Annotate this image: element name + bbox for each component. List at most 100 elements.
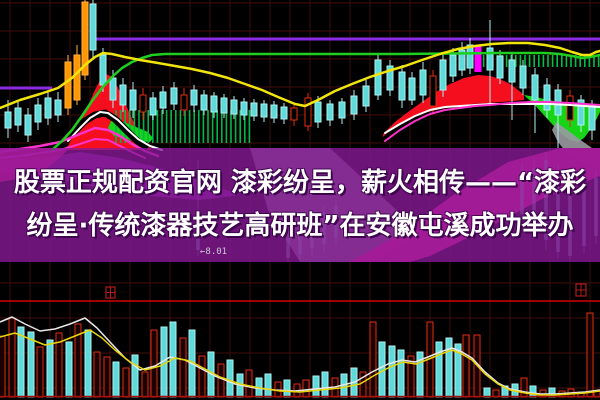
volume-bar — [435, 341, 443, 398]
volume-bar — [217, 363, 225, 398]
volume-bar — [483, 387, 491, 398]
candle-body — [486, 47, 494, 71]
volume-bar — [312, 375, 320, 398]
candle-body — [588, 104, 596, 131]
candle-body — [250, 102, 258, 117]
volume-layer — [0, 312, 600, 398]
volume-bar — [586, 312, 594, 398]
price-pointer-label: ←8.01 — [200, 247, 228, 257]
candle-body — [230, 99, 238, 115]
red-seal-marker-right — [575, 283, 587, 297]
vol-ma-yellow — [0, 329, 600, 396]
candle-body — [519, 65, 527, 89]
red-seal-marker-left — [105, 286, 116, 299]
ma-green — [50, 51, 600, 152]
ma-pink-left-1 — [0, 126, 160, 158]
volume-bar — [65, 341, 73, 398]
volume-bar — [283, 379, 291, 398]
volume-bar — [150, 329, 158, 398]
candle-body — [326, 103, 334, 121]
candle-body — [449, 54, 457, 77]
candle-body — [64, 61, 72, 109]
candle-body — [496, 55, 504, 79]
candle-body — [543, 84, 551, 111]
volume-bar — [198, 355, 206, 398]
volume-bar — [245, 369, 253, 398]
candle-body — [314, 101, 322, 123]
candle-body — [338, 101, 346, 119]
candle-body — [458, 49, 466, 71]
volume-bar — [112, 361, 120, 398]
candle-body — [139, 94, 147, 113]
candle-body — [149, 97, 157, 116]
volume-bar — [17, 326, 25, 398]
volume-bar — [264, 373, 272, 398]
candle-body — [44, 97, 52, 119]
volume-bar — [84, 329, 92, 398]
candle-body — [109, 77, 117, 101]
candle-body — [362, 85, 370, 107]
candle-body — [34, 104, 42, 123]
candle-body — [200, 94, 208, 111]
volume-bar — [397, 349, 405, 398]
markers-layer — [105, 283, 587, 299]
headline-line-2: 纷呈·传统漆器技艺高研班”在安徽屯溪成功举办 — [26, 211, 574, 241]
volume-bar — [369, 321, 377, 398]
candle-body — [386, 65, 394, 91]
candle-body — [24, 114, 32, 136]
candle-body — [210, 95, 218, 113]
special-bars-layer — [474, 45, 482, 72]
candle-body — [89, 3, 97, 51]
headline-line-1: 股票正规配资官网 漆彩纷呈，薪火相传——“漆彩 — [13, 168, 587, 198]
candle-body — [408, 77, 416, 101]
volume-bar — [388, 345, 396, 398]
level-over-layer — [0, 300, 600, 398]
candle-body — [531, 74, 539, 101]
candle-body — [159, 91, 167, 109]
volume-bar — [529, 385, 537, 398]
candle-body — [419, 69, 427, 96]
candle-body — [280, 106, 288, 120]
candle-body — [508, 59, 516, 83]
vol-ma-white — [0, 316, 600, 395]
candle-body — [350, 95, 358, 115]
candle-body — [54, 99, 62, 116]
ma-white-left — [67, 111, 163, 151]
volume-bar — [46, 339, 54, 398]
volume-bar — [0, 335, 6, 398]
candle-body — [119, 84, 127, 106]
candle-body — [14, 107, 22, 126]
candle-body — [566, 95, 574, 121]
candles-layer — [4, 0, 596, 148]
candle-body — [577, 99, 585, 126]
candle-body — [290, 107, 298, 121]
candle-body — [240, 101, 248, 116]
candle-body — [170, 87, 178, 105]
headline-banner: 股票正规配资官网 漆彩纷呈，薪火相传——“漆彩 纷呈·传统漆器技艺高研班”在安徽… — [0, 148, 600, 262]
ma-lines-layer — [0, 41, 600, 159]
candle-body — [4, 111, 12, 129]
candle-body — [304, 97, 312, 127]
candle-body — [99, 54, 107, 86]
volume-bar — [520, 377, 528, 398]
ma-magenta-right — [384, 101, 600, 142]
candle-body — [439, 59, 447, 91]
volume-bar — [122, 367, 130, 398]
volume-bar — [179, 337, 187, 398]
candle-body — [190, 89, 198, 106]
candle-body — [220, 97, 228, 114]
candle-body — [73, 54, 81, 101]
volume-bar — [302, 379, 310, 398]
level-under-layer — [0, 37, 600, 90]
candle-body — [466, 44, 474, 69]
candle-body — [81, 1, 89, 76]
candle-body — [270, 104, 278, 119]
candle-body — [398, 71, 406, 101]
magenta-signal-bar — [474, 45, 482, 72]
volume-bar — [8, 317, 16, 398]
candle-body — [429, 75, 437, 107]
volume-bar — [321, 371, 329, 398]
volume-bar — [141, 371, 149, 398]
volume-bar — [131, 354, 139, 398]
